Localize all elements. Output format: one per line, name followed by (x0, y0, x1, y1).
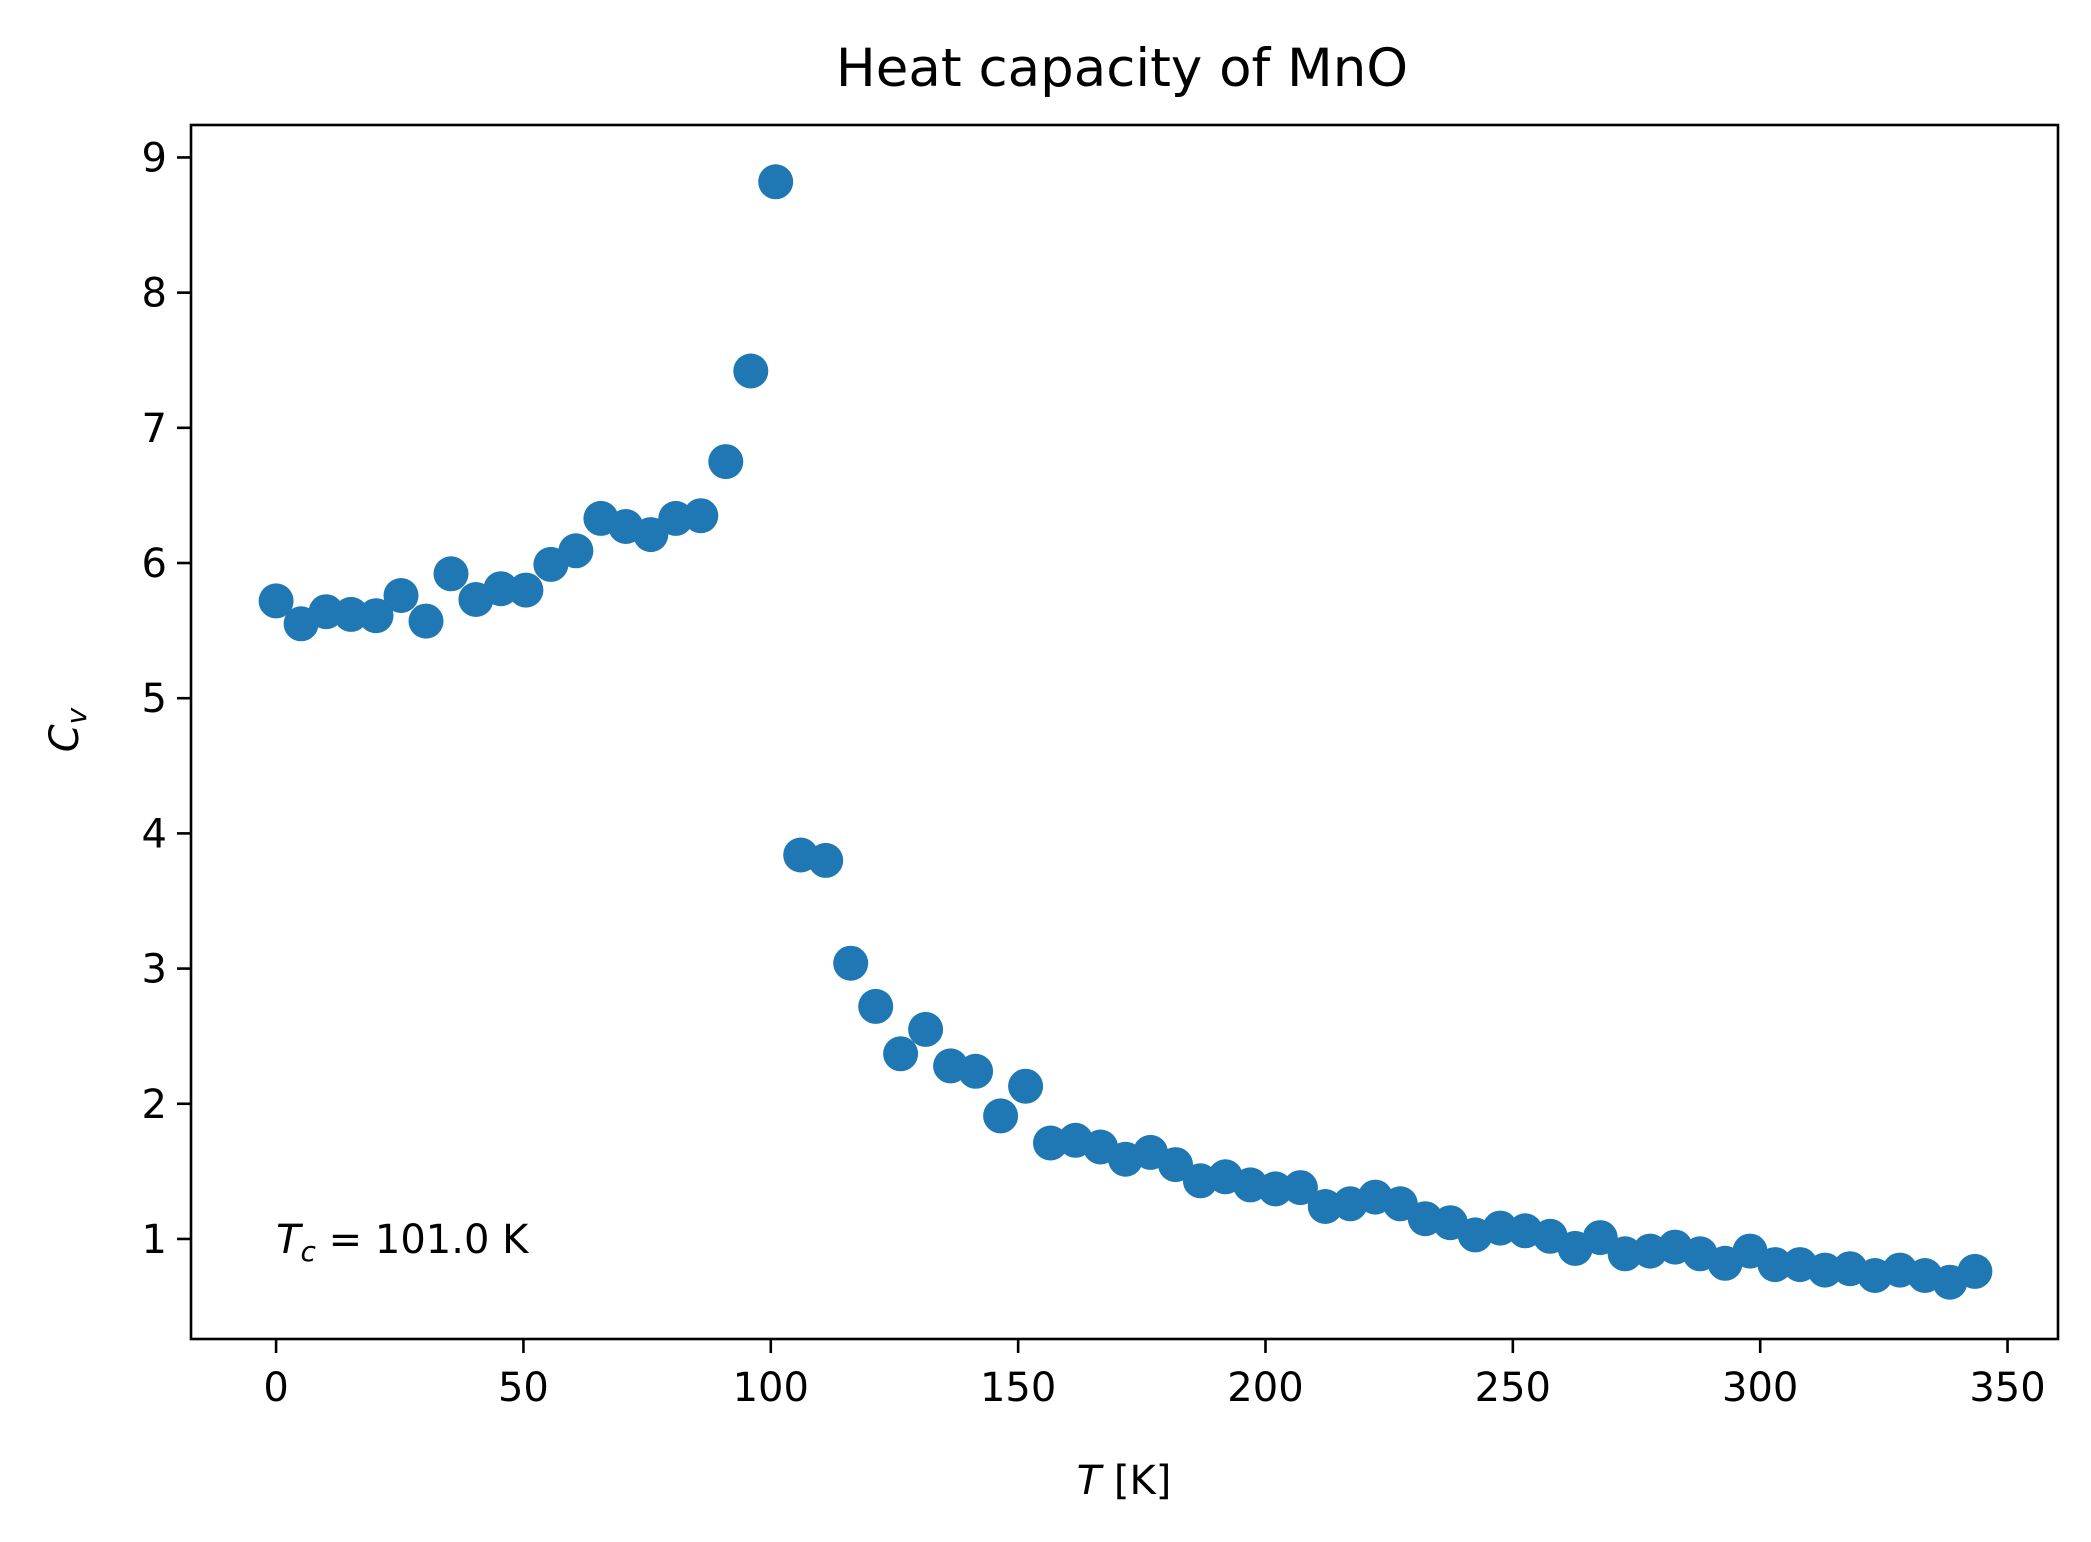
y-axis-label: Cv (42, 707, 93, 752)
data-point (883, 1036, 919, 1072)
data-point (858, 988, 894, 1024)
chart-title: Heat capacity of MnO (836, 38, 1408, 99)
data-points (258, 164, 1993, 1300)
annotation-text: = 101.0 K (316, 1217, 530, 1263)
critical-temperature-annotation: Tc = 101.0 K (276, 1217, 530, 1268)
data-point (333, 596, 369, 632)
data-point (558, 533, 594, 569)
data-point (983, 1098, 1019, 1134)
data-point (258, 583, 294, 619)
plot-area (189, 123, 2060, 1341)
y-axis-ticks: 1 2 3 4 5 6 7 8 9 (142, 135, 191, 1263)
y-axis-label-subscript: v (60, 707, 93, 724)
x-tick-label: 50 (498, 1365, 549, 1411)
y-tick-label: 7 (142, 406, 167, 452)
data-point (1582, 1220, 1618, 1256)
y-tick-label: 6 (142, 541, 167, 587)
data-point (433, 556, 469, 592)
data-point (708, 444, 744, 480)
plot-frame (189, 123, 2060, 1341)
y-axis-label-symbol: C (42, 724, 88, 752)
data-point (1158, 1147, 1193, 1183)
x-axis-ticks: 0 50 100 150 200 250 300 350 (263, 1339, 2046, 1411)
data-point (908, 1011, 944, 1047)
data-point (408, 603, 444, 639)
annotation-symbol: T (276, 1217, 304, 1263)
x-axis-label-unit: [K] (1101, 1458, 1171, 1504)
data-point (633, 517, 669, 553)
y-tick-label: 5 (142, 676, 167, 722)
data-point (1282, 1170, 1318, 1206)
data-point (1757, 1247, 1793, 1283)
y-tick-label: 8 (142, 271, 167, 317)
data-point (1008, 1068, 1044, 1104)
data-point (358, 598, 394, 634)
data-point (508, 572, 544, 608)
data-point (808, 842, 844, 878)
data-point (758, 164, 794, 200)
x-tick-label: 200 (1227, 1365, 1303, 1411)
x-tick-label: 250 (1475, 1365, 1551, 1411)
y-tick-label: 3 (142, 947, 167, 993)
y-tick-label: 9 (142, 135, 167, 181)
x-tick-label: 350 (1969, 1365, 2045, 1411)
data-point (383, 578, 419, 613)
x-tick-label: 150 (980, 1365, 1056, 1411)
data-point (683, 498, 719, 534)
x-tick-label: 100 (733, 1365, 809, 1411)
y-tick-label: 2 (142, 1082, 167, 1128)
data-point (483, 571, 519, 607)
data-point (1807, 1252, 1843, 1288)
x-axis-label-symbol: T (1077, 1458, 1105, 1504)
data-point (1957, 1253, 1993, 1289)
data-point (733, 353, 769, 389)
data-point (833, 945, 869, 981)
x-axis-label: T [K] (1077, 1458, 1172, 1504)
data-point (958, 1053, 994, 1089)
y-tick-label: 4 (142, 811, 167, 857)
y-tick-label: 1 (142, 1217, 167, 1263)
annotation-subscript: c (301, 1235, 317, 1268)
data-point (1257, 1171, 1293, 1207)
x-tick-label: 0 (263, 1365, 288, 1411)
x-tick-label: 300 (1722, 1365, 1798, 1411)
